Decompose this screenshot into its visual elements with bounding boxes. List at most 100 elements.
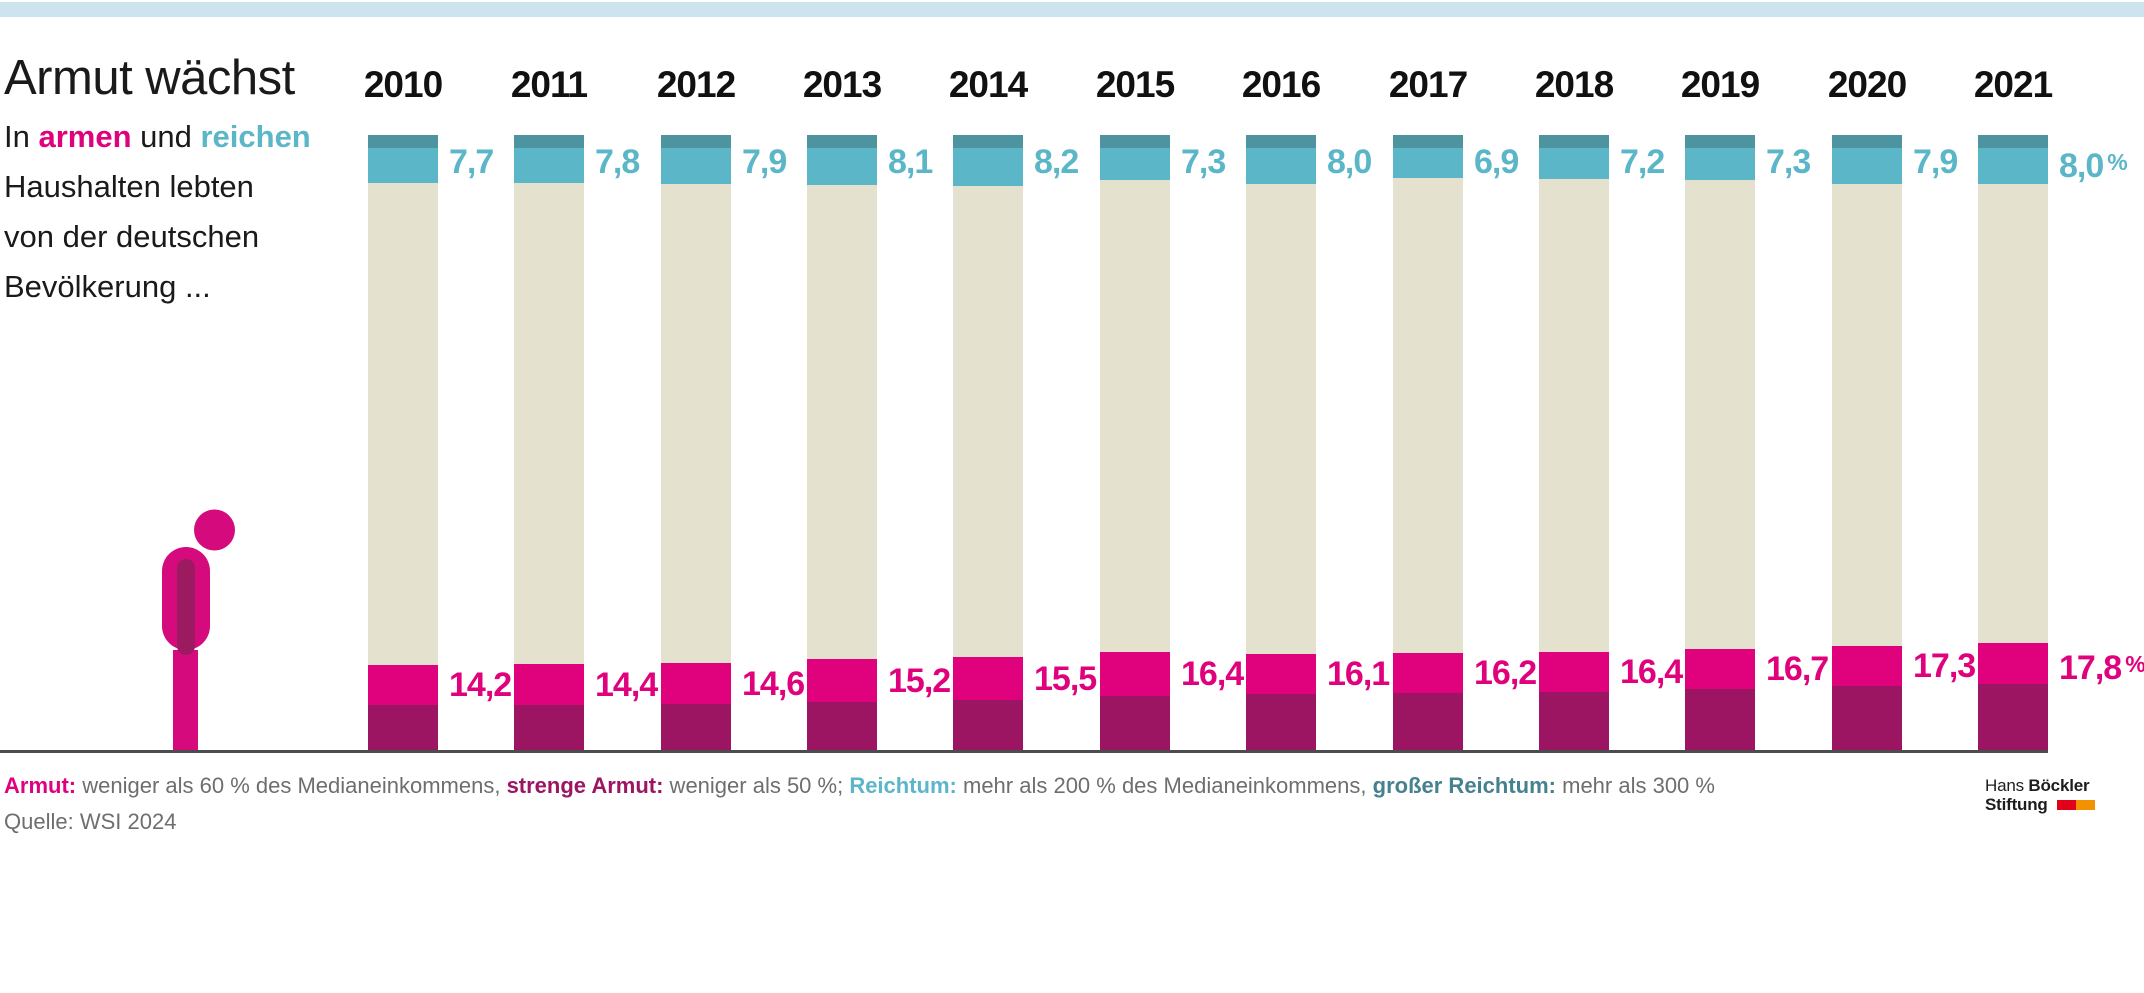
bar-segment-mitte xyxy=(1100,180,1170,652)
percent-sign: % xyxy=(2107,149,2128,175)
bar-segment-grosser-reichtum xyxy=(1832,135,1902,148)
value-label-reichtum-2013: 8,1 xyxy=(888,143,933,181)
value-label-armut-2016: 16,1 xyxy=(1327,655,1390,693)
bar-segment-grosser-reichtum xyxy=(661,135,731,148)
bar-segment-mitte xyxy=(807,185,877,659)
bar-column-2021 xyxy=(1978,135,2048,753)
page-title: Armut wächst xyxy=(4,51,295,105)
value-label-reichtum-2018: 7,2 xyxy=(1620,143,1665,181)
bar-segment-grosser-reichtum xyxy=(514,135,584,148)
person-inner-shade xyxy=(177,559,195,655)
legend-part: Armut: xyxy=(4,773,77,798)
bar-segment-mitte xyxy=(1978,184,2048,643)
subtitle-line-3: von der deutschen xyxy=(4,219,260,254)
bar-segment-strenge-armut xyxy=(807,702,877,753)
bar-segment-strenge-armut xyxy=(953,700,1023,753)
bar-segment-grosser-reichtum xyxy=(1539,135,1609,148)
subtitle-line-4: Bevölkerung ... xyxy=(4,269,211,304)
value-label-armut-2014: 15,5 xyxy=(1034,660,1097,698)
legend-part: weniger als 60 % des Medianeinkommens, xyxy=(76,773,507,798)
person-head xyxy=(194,509,235,551)
subtitle-word: und xyxy=(131,119,201,154)
value-label-armut-2020: 17,3 xyxy=(1913,647,1976,685)
bar-segment-strenge-armut xyxy=(1393,693,1463,753)
year-label-2013: 2013 xyxy=(802,64,882,105)
bar-segment-grosser-reichtum xyxy=(807,135,877,148)
bar-column-2020 xyxy=(1832,135,1902,753)
year-label-2014: 2014 xyxy=(948,64,1028,105)
bar-segment-mitte xyxy=(368,183,438,665)
bar-segment-strenge-armut xyxy=(368,705,438,753)
legend-part: weniger als 50 %; xyxy=(663,773,850,798)
bar-segment-reichtum xyxy=(1539,148,1609,179)
bar-segment-reichtum xyxy=(1393,148,1463,178)
value-label-reichtum-2015: 7,3 xyxy=(1181,143,1226,181)
bar-segment-reichtum xyxy=(1100,148,1170,180)
bar-segment-grosser-reichtum xyxy=(1246,135,1316,148)
legend-part: mehr als 300 % xyxy=(1556,773,1715,798)
bar-segment-mitte xyxy=(514,183,584,664)
axis-baseline xyxy=(0,750,2048,753)
logo-name-bold: Böckler xyxy=(2028,776,2090,795)
legend-part: Reichtum: xyxy=(849,773,957,798)
value-label-armut-2017: 16,2 xyxy=(1474,654,1537,692)
bar-segment-reichtum xyxy=(807,148,877,185)
header-band xyxy=(0,2,2144,17)
percent-sign: % xyxy=(2125,651,2144,677)
value-label-armut-2021: 17,8% xyxy=(2059,649,2144,687)
bar-segment-reichtum xyxy=(953,148,1023,186)
logo-line-2: Stiftung xyxy=(1985,795,2095,814)
bar-segment-reichtum xyxy=(1246,148,1316,184)
person-leg xyxy=(173,650,198,753)
bar-segment-armut xyxy=(1978,643,2048,684)
value-label-armut-2019: 16,7 xyxy=(1766,650,1829,688)
bar-column-2012 xyxy=(661,135,731,753)
bar-column-2014 xyxy=(953,135,1023,753)
year-label-2018: 2018 xyxy=(1534,64,1614,105)
bar-column-2013 xyxy=(807,135,877,753)
bar-segment-strenge-armut xyxy=(661,704,731,753)
bar-segment-mitte xyxy=(953,186,1023,657)
year-label-2012: 2012 xyxy=(656,64,736,105)
bar-column-2016 xyxy=(1246,135,1316,753)
bar-segment-strenge-armut xyxy=(514,705,584,753)
value-label-reichtum-2017: 6,9 xyxy=(1474,143,1519,181)
bar-segment-armut xyxy=(514,664,584,705)
bar-segment-grosser-reichtum xyxy=(1685,135,1755,148)
bar-segment-armut xyxy=(953,657,1023,700)
bar-segment-strenge-armut xyxy=(1685,689,1755,753)
bar-segment-armut xyxy=(1100,652,1170,696)
bar-segment-armut xyxy=(661,663,731,704)
value-label-reichtum-2014: 8,2 xyxy=(1034,143,1079,181)
bar-column-2017 xyxy=(1393,135,1463,753)
bar-segment-mitte xyxy=(1832,184,1902,646)
subtitle-line-2: Haushalten lebten xyxy=(4,169,254,204)
value-label-armut-2015: 16,4 xyxy=(1181,655,1244,693)
bar-segment-mitte xyxy=(1393,178,1463,653)
value-label-armut-2013: 15,2 xyxy=(888,662,951,700)
source-note: Quelle: WSI 2024 xyxy=(4,809,177,834)
year-label-2010: 2010 xyxy=(363,64,443,105)
year-label-2021: 2021 xyxy=(1973,64,2053,105)
bar-segment-mitte xyxy=(1685,180,1755,649)
year-label-2015: 2015 xyxy=(1095,64,1175,105)
subtitle-word: reichen xyxy=(200,119,311,154)
logo-red-square xyxy=(2056,800,2076,810)
legend-part: strenge Armut: xyxy=(506,773,664,798)
value-label-reichtum-2021: 8,0% xyxy=(2059,147,2128,185)
value-label-armut-2018: 16,4 xyxy=(1620,653,1683,691)
value-label-reichtum-2016: 8,0 xyxy=(1327,143,1372,181)
bar-segment-reichtum xyxy=(661,148,731,184)
value-label-reichtum-2011: 7,8 xyxy=(595,143,640,181)
value-label-armut-2011: 14,4 xyxy=(595,666,658,704)
bar-segment-mitte xyxy=(1539,179,1609,652)
year-label-2016: 2016 xyxy=(1241,64,1321,105)
bar-segment-armut xyxy=(1539,652,1609,692)
year-label-2020: 2020 xyxy=(1827,64,1907,105)
bar-segment-armut xyxy=(807,659,877,702)
value-label-armut-2010: 14,2 xyxy=(449,666,512,704)
year-label-2011: 2011 xyxy=(510,64,588,105)
legend-part: mehr als 200 % des Medianeinkommens, xyxy=(956,773,1373,798)
